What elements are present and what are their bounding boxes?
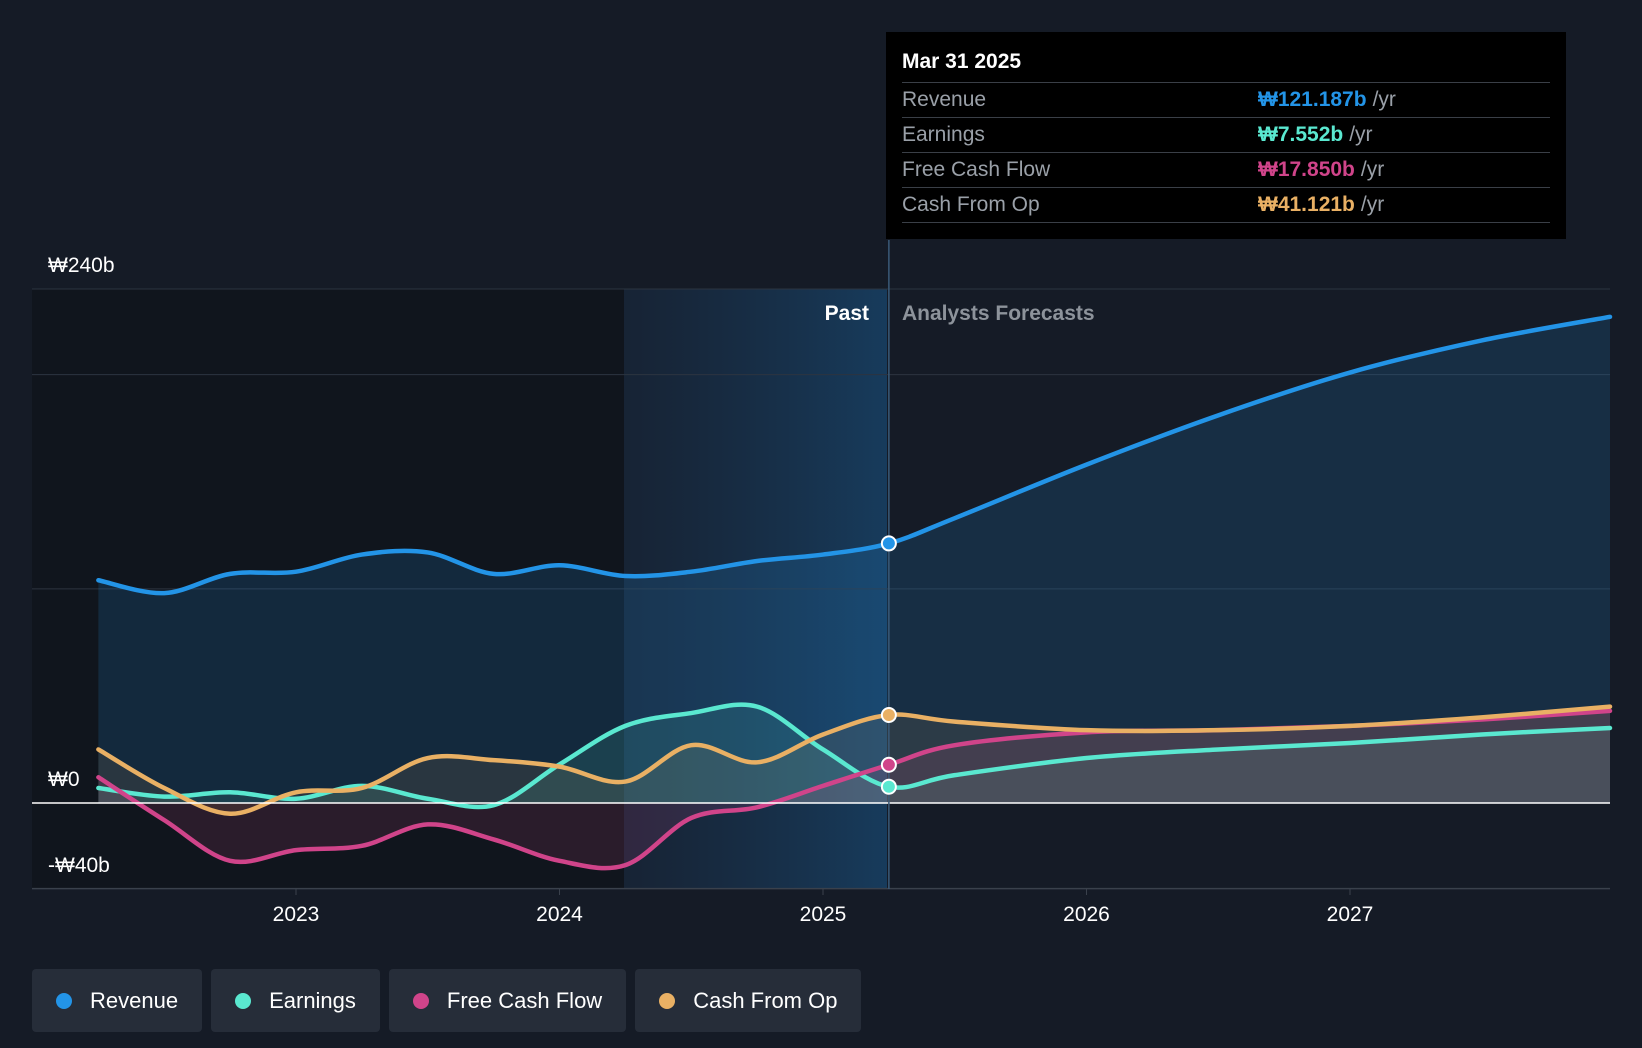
cash-from-op-marker (880, 706, 897, 723)
legend-dot-icon (56, 992, 72, 1009)
x-tick-label: 2026 (1063, 903, 1110, 926)
tooltip-value: ₩121.187b (1258, 88, 1367, 111)
tooltip-value: ₩7.552b (1258, 123, 1344, 146)
legend-item-earnings[interactable]: Earnings (211, 969, 380, 1032)
tooltip: Mar 31 2025 Revenue ₩121.187b /yr Earnin… (886, 32, 1566, 239)
revenue-marker (880, 535, 897, 552)
legend-label: Cash From Op (693, 987, 838, 1013)
legend-item-revenue[interactable]: Revenue (32, 969, 203, 1032)
tooltip-row-earnings: Earnings ₩7.552b /yr (902, 117, 1550, 152)
legend-item-free-cash-flow[interactable]: Free Cash Flow (388, 969, 627, 1032)
tooltip-date: Mar 31 2025 (902, 50, 1022, 73)
legend-label: Free Cash Flow (446, 987, 603, 1013)
x-tick-label: 2023 (273, 903, 320, 926)
y-tick-label: ₩240b (48, 254, 115, 277)
y-tick-label: -₩40b (48, 854, 110, 877)
x-tick-label: 2025 (800, 903, 847, 926)
earnings-area (98, 704, 1610, 808)
legend-label: Revenue (90, 987, 179, 1013)
series-areas (98, 316, 1610, 869)
tooltip-row-cash-from-op: Cash From Op ₩41.121b /yr (902, 187, 1550, 223)
legend-dot-icon (235, 992, 252, 1009)
past-label: Past (825, 302, 869, 325)
legend: Revenue Earnings Free Cash Flow Cash Fro… (32, 969, 862, 1032)
x-axis: 2023 2024 2025 2026 2027 (273, 889, 1374, 926)
series-markers (880, 535, 897, 795)
x-tick-label: 2027 (1327, 903, 1374, 926)
free-cash-flow-marker (880, 756, 897, 773)
tooltip-row-revenue: Revenue ₩121.187b /yr (902, 82, 1550, 117)
tooltip-unit: /yr (1372, 88, 1396, 111)
tooltip-label: Revenue (902, 88, 987, 111)
x-tick-label: 2024 (536, 903, 583, 926)
tooltip-value: ₩41.121b (1258, 193, 1355, 216)
cash-from-op-line (96, 704, 1613, 816)
tooltip-unit: /yr (1360, 193, 1385, 216)
earnings-line (96, 702, 1613, 810)
legend-item-cash-from-op[interactable]: Cash From Op (635, 969, 862, 1032)
tooltip-unit: /yr (1360, 158, 1385, 181)
tooltip-label: Free Cash Flow (902, 158, 1051, 181)
legend-dot-icon (659, 992, 676, 1009)
earnings-marker (880, 778, 897, 795)
revenue-line (96, 314, 1613, 596)
forecast-label: Analysts Forecasts (902, 302, 1095, 325)
revenue-area (98, 316, 1610, 803)
tooltip-label: Earnings (902, 123, 985, 146)
tooltip-label: Cash From Op (902, 193, 1040, 216)
legend-label: Earnings (269, 987, 356, 1013)
series-lines (32, 314, 1613, 871)
tooltip-value: ₩17.850b (1258, 158, 1355, 181)
tooltip-row-free-cash-flow: Free Cash Flow ₩17.850b /yr (902, 152, 1550, 187)
y-tick-label: ₩0 (48, 768, 80, 791)
cash-from-op-area (98, 706, 1610, 814)
legend-dot-icon (412, 992, 429, 1009)
tooltip-unit: /yr (1349, 123, 1373, 146)
